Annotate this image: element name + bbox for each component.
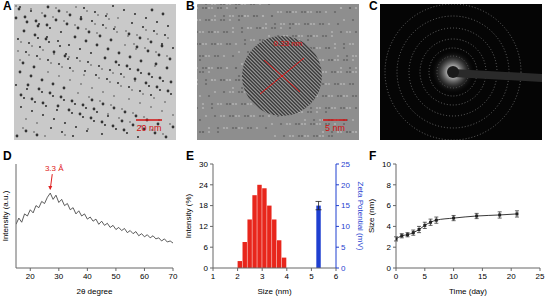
svg-text:40: 40 (83, 272, 92, 281)
svg-text:3: 3 (260, 272, 265, 281)
svg-text:5: 5 (341, 243, 346, 252)
svg-text:Intensity (a.u.): Intensity (a.u.) (1, 190, 10, 241)
svg-text:70: 70 (169, 272, 178, 281)
svg-text:Size (nm): Size (nm) (367, 199, 376, 234)
svg-text:6: 6 (387, 201, 392, 210)
svg-text:0: 0 (394, 272, 399, 281)
svg-text:2: 2 (387, 243, 392, 252)
svg-text:0: 0 (387, 264, 392, 273)
svg-text:18: 18 (199, 201, 208, 210)
svg-text:60: 60 (140, 272, 149, 281)
svg-text:24: 24 (199, 181, 208, 190)
svg-text:15: 15 (478, 272, 487, 281)
svg-text:20: 20 (341, 181, 350, 190)
svg-text:0: 0 (341, 264, 346, 273)
html-text:F: F (369, 149, 377, 163)
svg-text:30: 30 (54, 272, 63, 281)
svg-text:1: 1 (211, 272, 216, 281)
svg-text:Zeta Potential (mV): Zeta Potential (mV) (356, 182, 365, 251)
svg-text:5: 5 (309, 272, 314, 281)
html-text:D: D (3, 149, 12, 163)
svg-text:5 nm: 5 nm (325, 123, 345, 133)
svg-text:10: 10 (449, 272, 458, 281)
html-text:A: A (3, 0, 12, 13)
svg-text:50: 50 (111, 272, 120, 281)
svg-text:2: 2 (235, 272, 240, 281)
svg-text:25: 25 (536, 272, 545, 281)
html-text:C: C (369, 0, 378, 13)
svg-text:12: 12 (199, 222, 208, 231)
svg-text:Size (nm): Size (nm) (257, 287, 292, 296)
svg-text:25: 25 (341, 160, 350, 169)
html-text:E: E (186, 149, 194, 163)
svg-text:Time (day): Time (day) (449, 287, 487, 296)
svg-text:4: 4 (285, 272, 290, 281)
svg-text:6: 6 (334, 272, 339, 281)
svg-text:4: 4 (387, 222, 392, 231)
svg-text:10: 10 (341, 222, 350, 231)
svg-text:10: 10 (382, 160, 391, 169)
svg-text:20: 20 (26, 272, 35, 281)
svg-text:8: 8 (387, 181, 392, 190)
svg-text:2θ degree: 2θ degree (76, 287, 113, 296)
svg-text:20 nm: 20 nm (136, 123, 161, 133)
svg-text:0: 0 (204, 264, 209, 273)
html-text:B: B (186, 0, 195, 13)
svg-text:3.3 Å: 3.3 Å (45, 164, 64, 173)
svg-text:20: 20 (507, 272, 516, 281)
svg-text:0.33 nm: 0.33 nm (274, 39, 303, 48)
svg-text:30: 30 (199, 160, 208, 169)
svg-text:6: 6 (204, 243, 209, 252)
svg-text:15: 15 (341, 201, 350, 210)
svg-text:Intensity (%): Intensity (%) (184, 193, 193, 238)
svg-text:5: 5 (423, 272, 428, 281)
